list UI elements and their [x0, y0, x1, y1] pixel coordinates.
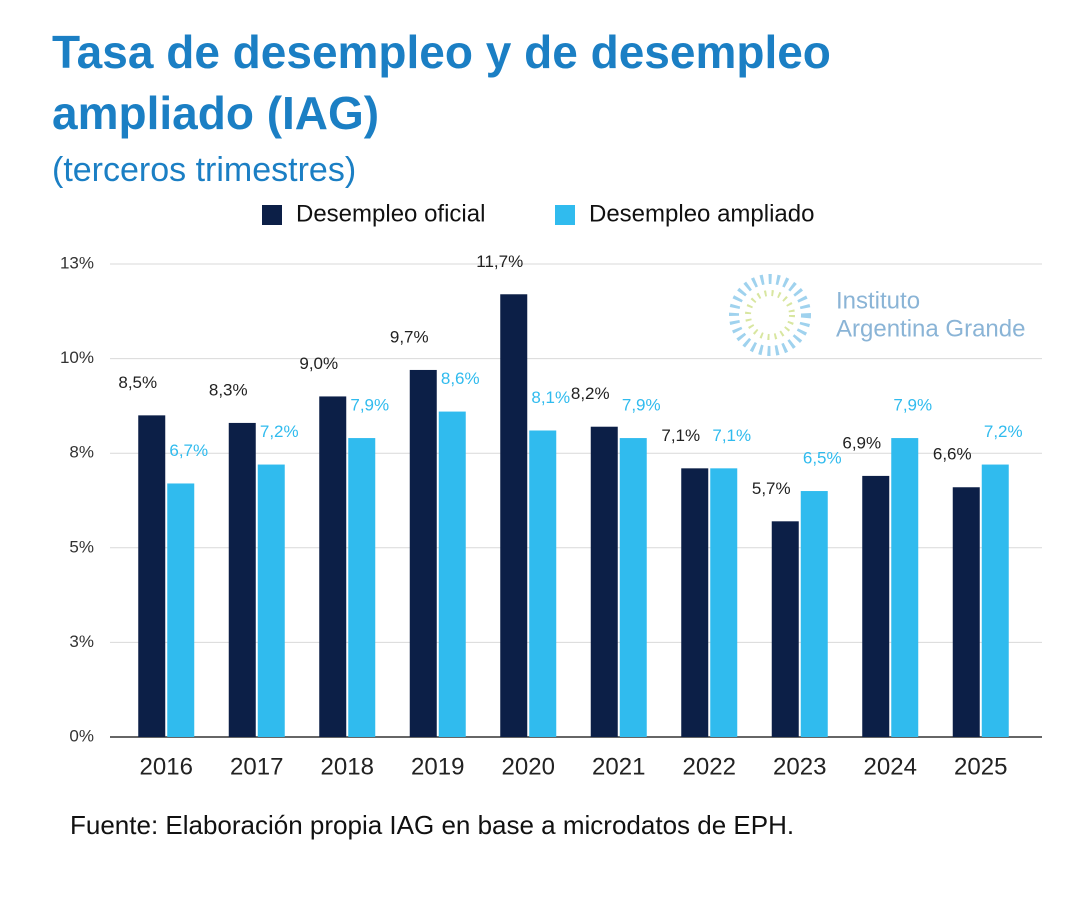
- bar: [138, 415, 166, 737]
- y-tick-label: 8%: [69, 443, 94, 462]
- y-tick-label: 13%: [60, 253, 94, 272]
- bar: [862, 475, 890, 737]
- value-label: 7,9%: [350, 396, 389, 415]
- value-label: 6,6%: [933, 445, 972, 464]
- value-label: 6,5%: [803, 449, 842, 468]
- x-tick-label: 2023: [773, 753, 826, 780]
- logo: Instituto Argentina Grande: [729, 274, 1025, 356]
- value-label: 9,0%: [299, 354, 338, 373]
- bar: [228, 422, 256, 737]
- value-label: 7,2%: [260, 422, 299, 441]
- x-tick-label: 2021: [592, 753, 645, 780]
- y-tick-label: 5%: [69, 537, 94, 556]
- value-label: 6,7%: [169, 441, 208, 460]
- bar: [529, 430, 557, 737]
- value-label: 7,9%: [622, 396, 661, 415]
- value-label: 7,1%: [712, 426, 751, 445]
- legend-label: Desempleo ampliado: [589, 200, 814, 227]
- y-tick-label: 10%: [60, 348, 94, 367]
- value-label: 8,3%: [209, 380, 248, 399]
- x-tick-label: 2018: [321, 753, 374, 780]
- value-label: 8,1%: [531, 388, 570, 407]
- x-tick-label: 2019: [411, 753, 464, 780]
- value-label: 7,1%: [661, 426, 700, 445]
- legend-swatch: [262, 205, 282, 225]
- x-tick-label: 2017: [230, 753, 283, 780]
- value-label: 5,7%: [752, 479, 791, 498]
- bar: [500, 294, 528, 737]
- chart-subtitle: (terceros trimestres): [52, 151, 356, 189]
- chart-title: ampliado (IAG): [52, 87, 379, 139]
- logo-mark: [745, 290, 795, 340]
- bar: [438, 411, 466, 737]
- legend-label: Desempleo oficial: [296, 200, 485, 227]
- bar: [891, 438, 919, 737]
- bar: [167, 483, 195, 737]
- value-label: 9,7%: [390, 327, 429, 346]
- chart-title: Tasa de desempleo y de desempleo: [52, 26, 831, 78]
- legend-swatch: [555, 205, 575, 225]
- value-label: 8,2%: [571, 384, 610, 403]
- bar: [710, 468, 738, 737]
- x-tick-label: 2020: [502, 753, 555, 780]
- x-tick-label: 2016: [140, 753, 193, 780]
- value-label: 6,9%: [842, 433, 881, 452]
- value-label: 11,7%: [476, 252, 523, 271]
- value-label: 8,5%: [118, 373, 157, 392]
- bar: [771, 521, 799, 737]
- bar: [319, 396, 347, 737]
- source: Fuente: Elaboración propia IAG en base a…: [70, 810, 794, 840]
- bar: [257, 464, 285, 737]
- bar: [619, 438, 647, 737]
- bar: [952, 487, 980, 737]
- y-tick-label: 3%: [69, 632, 94, 651]
- value-label: 8,6%: [441, 369, 480, 388]
- y-tick-label: 0%: [69, 726, 94, 745]
- bar: [681, 468, 709, 737]
- logo-text: Argentina Grande: [836, 315, 1025, 342]
- value-label: 7,2%: [984, 422, 1023, 441]
- value-label: 7,9%: [893, 396, 932, 415]
- bar: [981, 464, 1009, 737]
- x-tick-label: 2024: [864, 753, 917, 780]
- logo-text: Instituto: [836, 287, 920, 314]
- logo-mark: [729, 274, 811, 356]
- x-tick-label: 2022: [683, 753, 736, 780]
- bar: [409, 369, 437, 737]
- bar: [800, 491, 828, 737]
- x-tick-label: 2025: [954, 753, 1007, 780]
- bar: [590, 426, 618, 737]
- bar: [348, 438, 376, 737]
